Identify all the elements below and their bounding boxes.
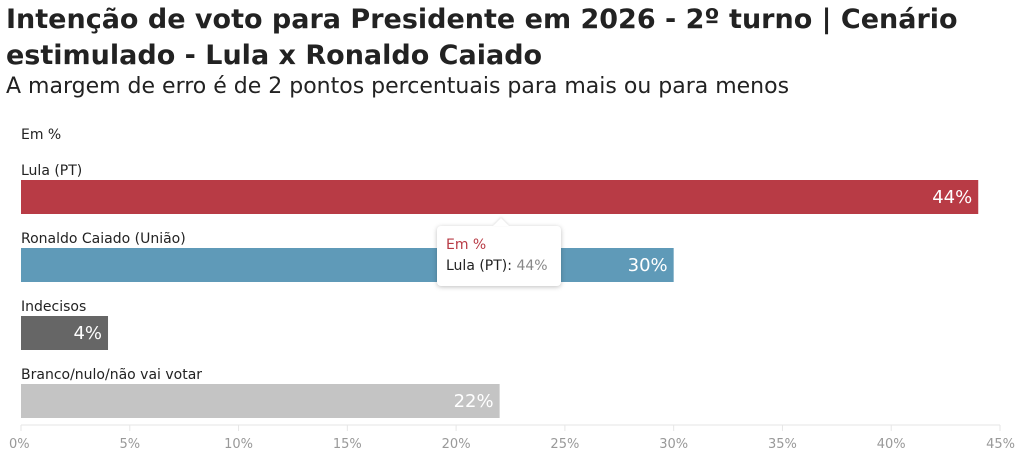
bar <box>21 384 500 418</box>
x-tick-label: 5% <box>119 437 140 452</box>
tooltip-series-label: Lula (PT): <box>446 258 512 274</box>
chart-title: Intenção de voto para Presidente em 2026… <box>6 4 958 71</box>
tooltip-title: Em % <box>446 237 487 253</box>
data-label: 4% <box>73 323 102 344</box>
chart-subtitle: A margem de erro é de 2 pontos percentua… <box>6 74 790 99</box>
tooltip-value: 44% <box>516 258 548 274</box>
data-label: 44% <box>932 187 972 208</box>
bar <box>21 248 674 282</box>
data-label: 22% <box>454 391 494 412</box>
x-tick-label: 0% <box>9 437 30 452</box>
x-tick-label: 25% <box>550 437 579 452</box>
category-label: Ronaldo Caiado (União) <box>21 231 186 247</box>
x-tick-label: 40% <box>877 437 906 452</box>
x-tick-label: 45% <box>986 437 1015 452</box>
x-tick-label: 15% <box>333 437 362 452</box>
x-tick-label: 30% <box>659 437 688 452</box>
tooltip-line: Lula (PT): 44% <box>446 255 561 277</box>
bar <box>21 180 979 214</box>
data-label: 30% <box>628 255 668 276</box>
x-tick-label: 20% <box>442 437 471 452</box>
bar <box>21 316 109 350</box>
unit-label: Em % <box>21 127 62 143</box>
category-label: Branco/nulo/não vai votar <box>21 367 202 383</box>
x-tick-label: 35% <box>768 437 797 452</box>
category-label: Indecisos <box>21 299 86 315</box>
chart-tooltip: Em % Lula (PT): 44% <box>437 226 561 286</box>
category-label: Lula (PT) <box>21 163 82 179</box>
x-tick-label: 10% <box>224 437 253 452</box>
